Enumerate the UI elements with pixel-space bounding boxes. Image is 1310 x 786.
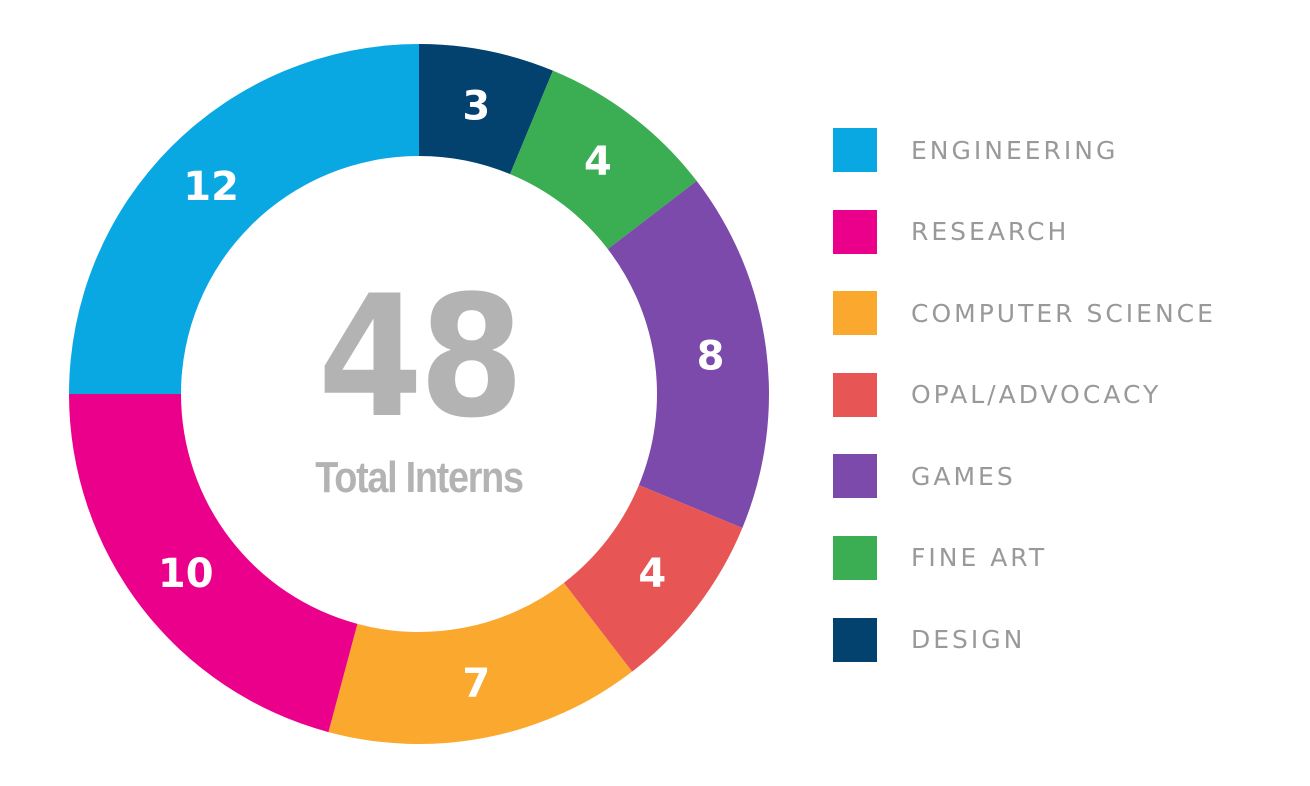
legend-item-design: DESIGN	[833, 617, 1216, 662]
legend-label: FINE ART	[911, 543, 1048, 573]
donut-segment-engineering	[69, 44, 419, 394]
legend-label: COMPUTER SCIENCE	[911, 298, 1216, 328]
legend-label: DESIGN	[911, 625, 1026, 655]
donut-segment-fine-art	[510, 70, 697, 250]
segment-value-label: 8	[697, 334, 725, 380]
donut-segment-games	[607, 180, 769, 528]
legend-label: ENGINEERING	[911, 135, 1119, 165]
donut-segment-computer-science	[328, 582, 633, 744]
segment-value-label: 7	[462, 660, 490, 706]
legend-swatch	[833, 128, 877, 172]
legend: ENGINEERING RESEARCH COMPUTER SCIENCE OP…	[833, 128, 1216, 699]
legend-swatch	[833, 209, 877, 254]
donut-segment-opal-advocacy	[563, 485, 743, 672]
legend-swatch	[833, 291, 877, 336]
legend-item-games: GAMES	[833, 454, 1216, 499]
legend-label: OPAL/ADVOCACY	[911, 380, 1162, 410]
donut-segment-design	[419, 44, 553, 175]
legend-swatch	[833, 617, 877, 662]
legend-item-engineering: ENGINEERING	[833, 128, 1216, 172]
segment-value-label: 12	[183, 164, 239, 210]
legend-swatch	[833, 535, 877, 580]
legend-swatch	[833, 454, 877, 499]
segment-value-label: 4	[638, 551, 666, 597]
donut-segments	[69, 44, 769, 744]
legend-label: RESEARCH	[911, 217, 1070, 247]
total-count: 48	[317, 259, 524, 455]
legend-item-fine-art: FINE ART	[833, 535, 1216, 580]
donut-segment-research	[69, 394, 358, 733]
legend-item-computer-science: COMPUTER SCIENCE	[833, 291, 1216, 336]
segment-value-label: 4	[584, 139, 612, 185]
legend-item-opal-advocacy: OPAL/ADVOCACY	[833, 372, 1216, 417]
legend-label: GAMES	[911, 461, 1016, 491]
legend-swatch	[833, 372, 877, 417]
segment-value-label: 3	[462, 84, 490, 130]
total-caption: Total Interns	[315, 453, 524, 502]
segment-value-label: 10	[158, 551, 214, 597]
legend-item-research: RESEARCH	[833, 209, 1216, 254]
